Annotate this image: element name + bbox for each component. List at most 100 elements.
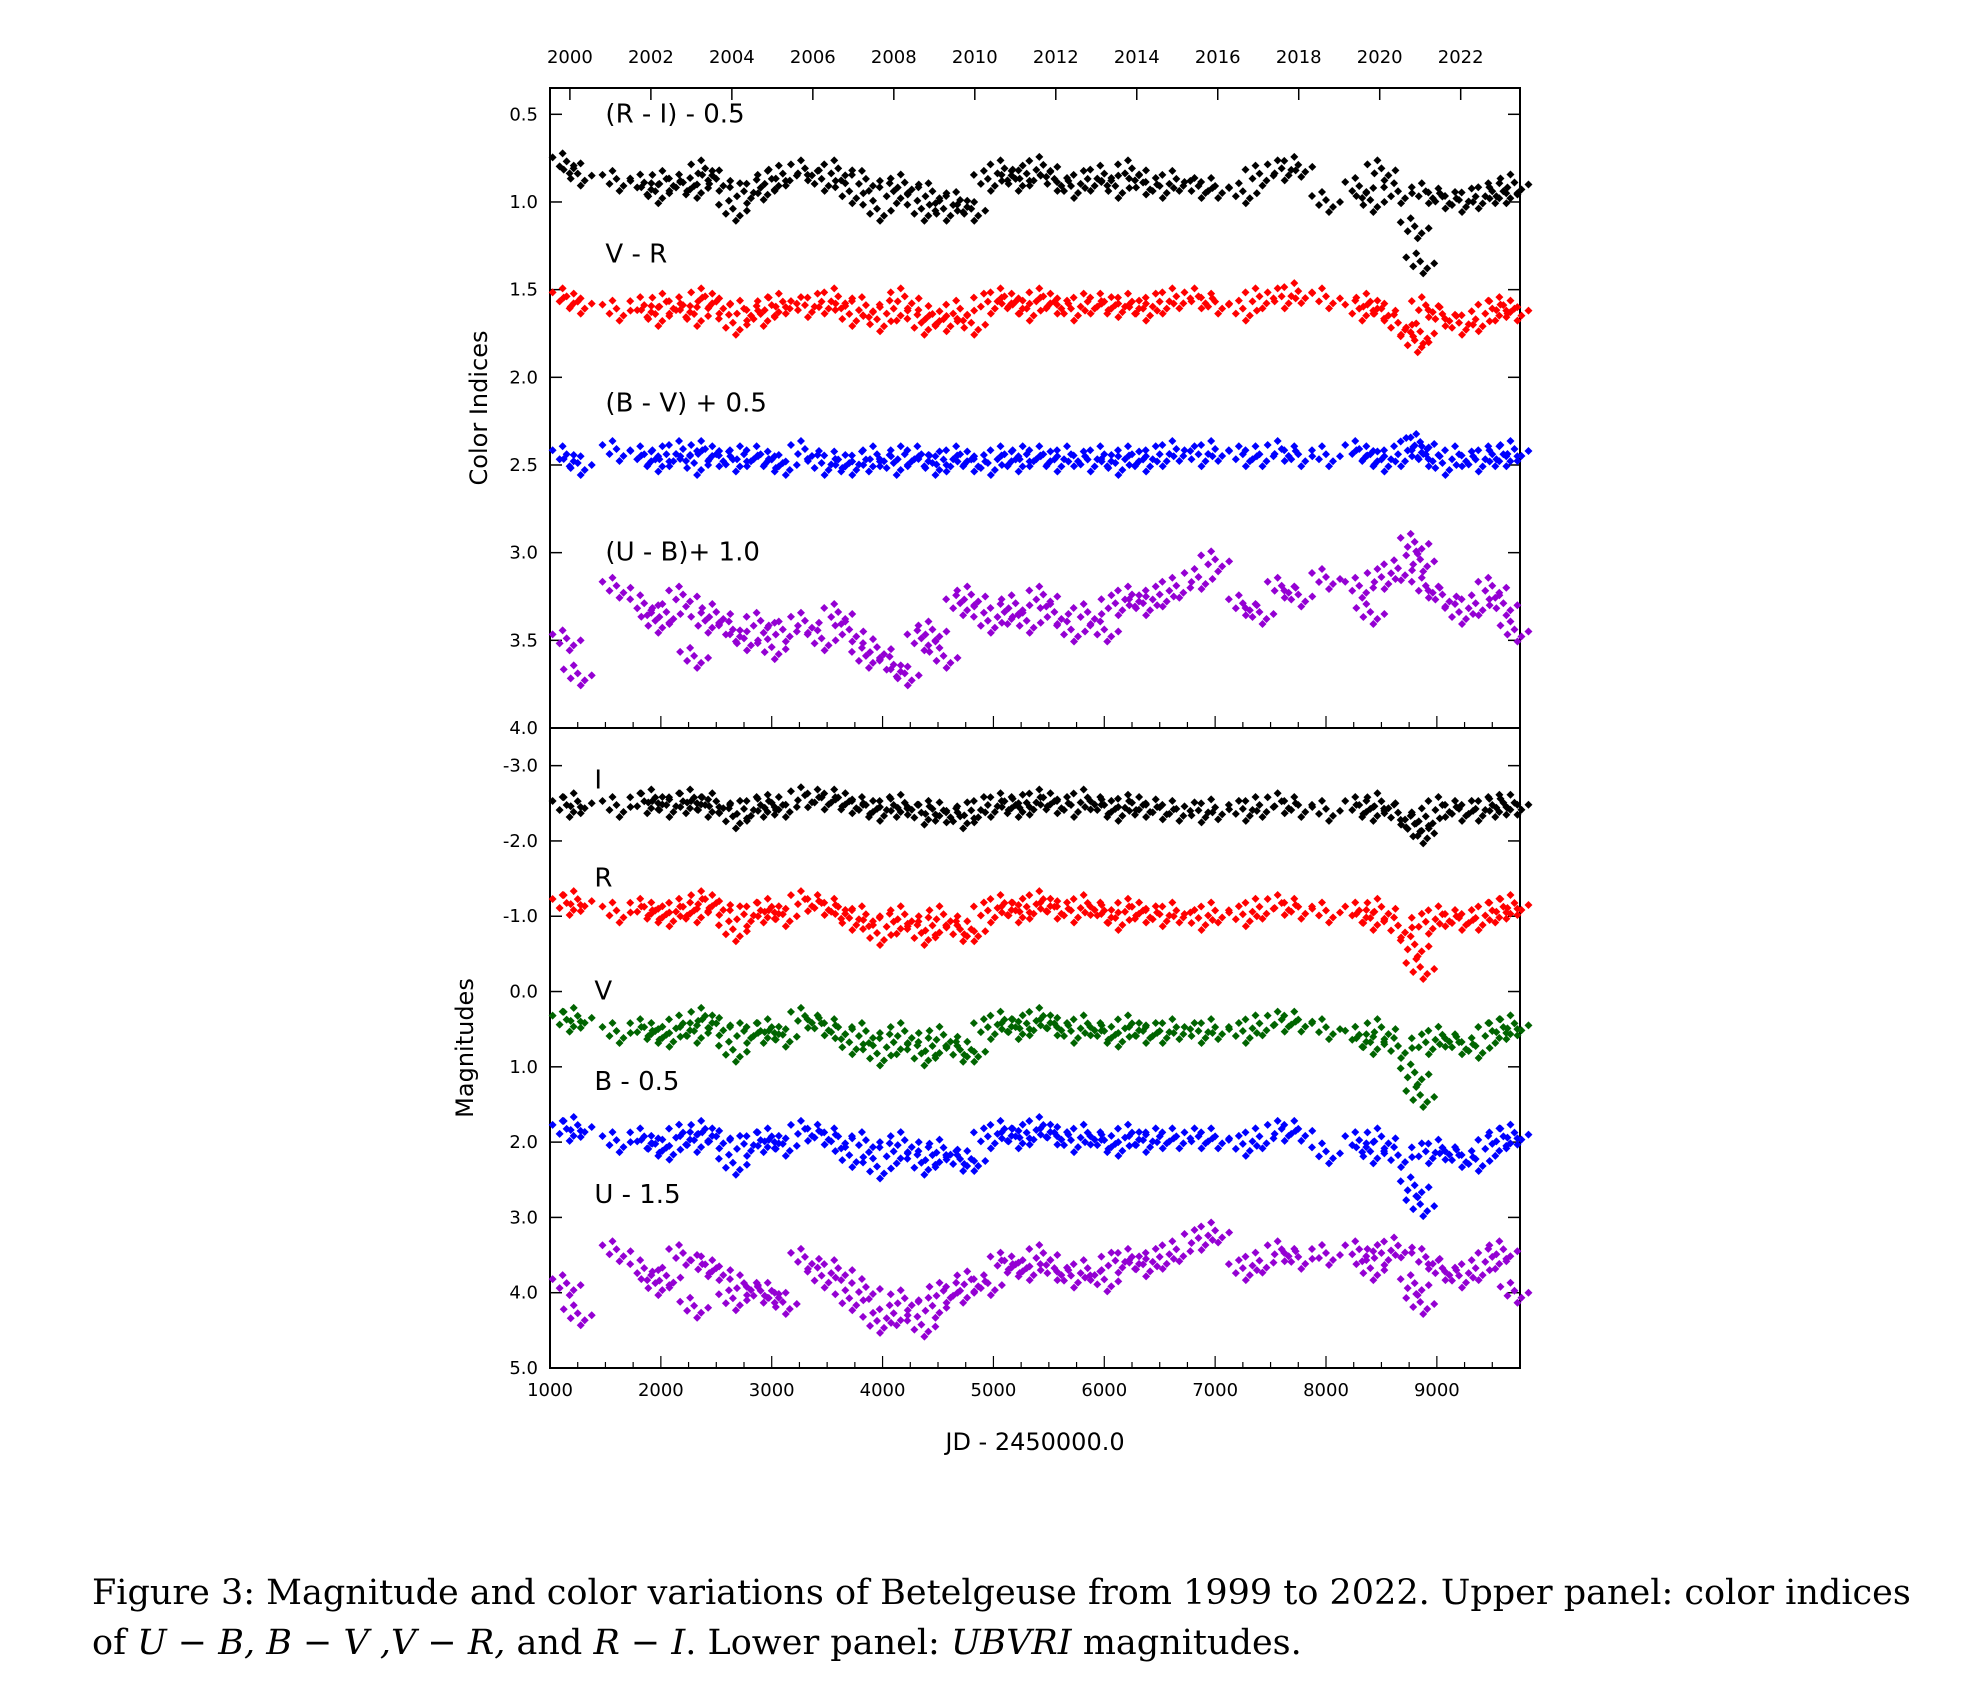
lower-frame [549, 727, 1521, 1369]
upper-point [1495, 293, 1504, 302]
upper-point [636, 170, 645, 179]
upper-point [1067, 304, 1076, 313]
lower-point [914, 1138, 923, 1147]
upper-point [1168, 573, 1177, 582]
upper-point [1510, 444, 1519, 453]
upper-point [1390, 556, 1399, 565]
upper-point [679, 590, 688, 599]
xtick-label: 5000 [971, 1380, 1017, 1401]
lower-point [580, 1018, 589, 1027]
lower-point [942, 1041, 951, 1050]
lower-point [1086, 805, 1095, 814]
upper-point [1107, 173, 1116, 182]
upper-point [1175, 304, 1184, 313]
lower-point [1424, 797, 1433, 806]
upper-point [1155, 181, 1164, 190]
lower-point [1022, 1128, 1031, 1137]
upper-point [847, 297, 856, 306]
upper-point [1104, 306, 1113, 315]
lower-point [907, 917, 916, 926]
upper-point [831, 305, 840, 314]
lower-point [1417, 1244, 1426, 1253]
lower-point [1391, 1134, 1400, 1143]
upper-point [935, 447, 944, 456]
upper-point [1168, 284, 1177, 293]
lower-point [831, 1290, 840, 1299]
upper-point [1457, 311, 1466, 320]
lower-point [764, 1294, 773, 1302]
upper-point [1524, 306, 1533, 315]
lower-point [917, 1320, 926, 1329]
lower-point [807, 1259, 816, 1268]
lower-point [854, 1031, 863, 1040]
upper-point [986, 604, 995, 613]
lower-point [1363, 1128, 1372, 1137]
upper-point [921, 630, 930, 639]
upper-point [864, 186, 873, 195]
upper-point [990, 623, 999, 632]
upper-point [562, 634, 571, 643]
lower-point [1190, 798, 1199, 807]
lower-point [1074, 808, 1083, 817]
lower-point [803, 1267, 812, 1276]
lower-series-1 [548, 887, 1533, 983]
upper-point [1086, 165, 1095, 174]
lower-point [1409, 1303, 1418, 1311]
lower-point [859, 800, 868, 809]
lower-point [1141, 906, 1150, 915]
upper-point [1502, 583, 1511, 592]
upper-point [907, 676, 916, 685]
lower-point [986, 1144, 995, 1153]
lower-point [925, 1282, 934, 1291]
lower-point [1458, 1283, 1467, 1292]
upper-point [1287, 292, 1296, 301]
upper-point [861, 174, 870, 183]
lower-point [1416, 827, 1425, 836]
lower-point [686, 1293, 695, 1302]
upper-point [1469, 610, 1478, 619]
lower-point [1380, 804, 1389, 813]
lower-point [1014, 1144, 1023, 1153]
upper-point [1241, 316, 1250, 325]
lower-point [907, 1033, 916, 1042]
lower-point [813, 1120, 822, 1129]
lower-point [1396, 815, 1405, 824]
lower-point [1008, 1124, 1017, 1133]
lower-point [1175, 1035, 1184, 1044]
lower-point [1231, 1269, 1240, 1278]
upper-point [1294, 590, 1303, 599]
upper-point [1114, 293, 1122, 302]
lower-point [997, 1134, 1006, 1143]
upper-point [910, 209, 919, 218]
lower-ytick-label: 1.0 [509, 1057, 538, 1078]
lower-point [759, 1038, 768, 1047]
lower-point [636, 1015, 645, 1024]
upper-point [724, 617, 733, 626]
lower-point [715, 1276, 724, 1285]
lower-point [1322, 1023, 1330, 1032]
lower-point [983, 906, 992, 915]
lower-point [1155, 1252, 1164, 1261]
upper-point [558, 284, 567, 293]
lower-point [1142, 1038, 1151, 1047]
upper-point [1070, 462, 1079, 471]
upper-point [939, 204, 948, 213]
lower-point [1370, 1137, 1379, 1146]
lower-point [697, 887, 706, 896]
lower-point [1380, 1237, 1389, 1246]
upper-point [648, 293, 657, 302]
upper-point [1111, 458, 1120, 467]
upper-point [1502, 199, 1511, 208]
upper-point [1014, 166, 1023, 175]
upper-point [1380, 176, 1389, 185]
upper-point [976, 179, 985, 188]
lower-point [935, 1022, 944, 1031]
lower-point [960, 930, 969, 939]
lower-point [845, 1294, 854, 1303]
upper-point [983, 616, 992, 625]
lower-point [847, 1022, 856, 1031]
lower-point [1180, 910, 1189, 918]
lower-point [1308, 1126, 1317, 1135]
upper-point [743, 646, 751, 655]
upper-point [831, 621, 840, 630]
